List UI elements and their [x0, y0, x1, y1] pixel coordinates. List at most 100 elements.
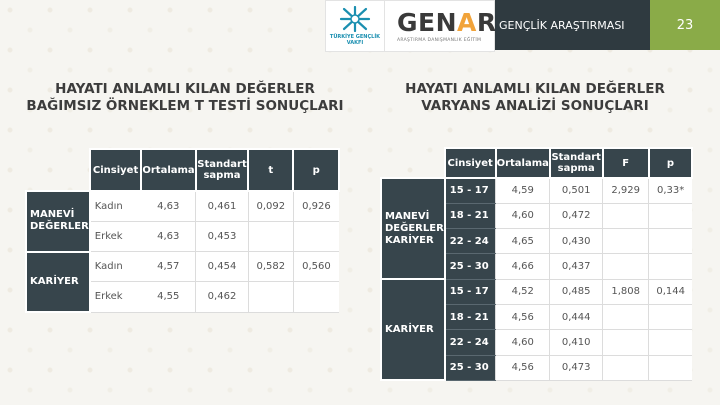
left-title: HAYATI ANLAMLI KILAN DEĞERLER BAĞIMSIZ Ö…	[20, 81, 350, 115]
table-row: Erkek 4,63 0,453	[26, 221, 339, 253]
cell-f	[601, 253, 649, 280]
cell-t	[247, 281, 294, 313]
cell-mean: 4,56	[495, 355, 550, 381]
table-row: 22 - 24 4,60 0,410	[381, 329, 692, 356]
row-label: Erkek	[89, 221, 142, 253]
cell-sd: 0,485	[549, 279, 603, 305]
table-row: 18 - 21 4,60 0,472	[381, 203, 692, 230]
cell-sd: 0,430	[549, 228, 603, 255]
cell-p: 0,33*	[648, 178, 692, 204]
cell-p	[648, 203, 692, 230]
cell-p	[648, 355, 692, 381]
cell-mean: 4,65	[495, 228, 550, 255]
cell-p	[648, 228, 692, 255]
table-row: 18 - 21 4,56 0,444	[381, 304, 692, 331]
cell-sd: 0,472	[549, 203, 603, 230]
table-row: KARİYER Kadın 4,57 0,454 0,582 0,560	[25, 250, 339, 313]
age-range: 18 - 21	[444, 304, 496, 331]
right-title-line1: HAYATI ANLAMLI KILAN DEĞERLER	[405, 81, 665, 97]
genar-wordmark: GENAR	[397, 7, 497, 37]
genar-tagline: ARAŞTIRMA DANIŞMANLIK EĞİTİM	[397, 37, 482, 43]
cell-mean: 4,63	[141, 191, 196, 222]
right-title: HAYATI ANLAMLI KILAN DEĞERLER VARYANS AN…	[385, 81, 685, 115]
col-header: Cinsiyet	[88, 148, 143, 192]
table-row: 25 - 30 4,66 0,437	[381, 253, 692, 280]
cell-p: 0,144	[648, 279, 692, 305]
col-header: Ortalama	[494, 147, 551, 179]
cell-sd: 0,410	[549, 329, 603, 356]
cell-mean: 4,66	[495, 253, 550, 280]
age-range: 15 - 17	[444, 178, 496, 204]
group-label: MANEVİ DEĞERLER	[25, 190, 91, 253]
col-header: p	[647, 147, 694, 179]
age-range: 15 - 17	[444, 279, 496, 305]
section-title: GENÇLİK ARAŞTIRMASI	[499, 18, 625, 32]
age-range: 25 - 30	[444, 355, 496, 381]
age-range: 25 - 30	[444, 253, 496, 280]
cell-f	[601, 228, 649, 255]
table-row: KARİYER 15 - 17 4,52 0,485 1,808 0,144	[380, 278, 692, 382]
logo1-text: TÜRKİYE GENÇLİK VAKFI	[329, 34, 381, 46]
age-range: 22 - 24	[444, 329, 496, 356]
left-title-line1: HAYATI ANLAMLI KILAN DEĞERLER	[55, 81, 315, 97]
col-header: p	[292, 148, 340, 192]
cell-t: 0,582	[247, 251, 294, 283]
right-title-line2: VARYANS ANALİZİ SONUÇLARI	[421, 98, 649, 114]
cell-mean: 4,63	[141, 221, 196, 253]
cell-mean: 4,56	[495, 304, 550, 331]
row-label: Erkek	[89, 281, 142, 313]
cell-sd: 0,454	[195, 251, 249, 283]
cell-sd: 0,453	[195, 221, 249, 253]
cell-f	[601, 304, 649, 331]
cell-sd: 0,501	[549, 178, 603, 204]
table-row: 22 - 24 4,65 0,430	[381, 228, 692, 255]
col-header: Standart sapma	[194, 148, 250, 192]
cell-mean: 4,60	[495, 329, 550, 356]
age-range: 18 - 21	[444, 203, 496, 230]
cell-mean: 4,55	[141, 281, 196, 313]
col-header: t	[247, 148, 295, 192]
cell-t	[247, 221, 294, 253]
cell-sd: 0,461	[195, 191, 249, 222]
table-corner	[26, 149, 90, 191]
cell-sd: 0,473	[549, 355, 603, 381]
cell-p	[648, 253, 692, 280]
cell-mean: 4,57	[141, 251, 196, 283]
table-row: MANEVİ DEĞERLER Kadın 4,63 0,461 0,092 0…	[25, 190, 339, 253]
col-header: Ortalama	[140, 148, 197, 192]
cell-sd: 0,462	[195, 281, 249, 313]
cell-f	[601, 329, 649, 356]
table-row: 25 - 30 4,56 0,473	[381, 355, 692, 381]
cell-sd: 0,444	[549, 304, 603, 331]
genclik-vakfi-logo: TÜRKİYE GENÇLİK VAKFI	[325, 0, 385, 52]
col-header: Standart sapma	[548, 147, 604, 179]
table-row: MANEVİ DEĞERLER KARİYER 15 - 17 4,59 0,5…	[380, 176, 692, 281]
age-range: 22 - 24	[444, 228, 496, 255]
genar-logo: GENAR ARAŞTIRMA DANIŞMANLIK EĞİTİM	[385, 0, 497, 52]
cell-t: 0,092	[247, 191, 294, 222]
group-label: KARİYER	[380, 278, 446, 382]
cell-p	[648, 329, 692, 356]
col-header: Cinsiyet	[443, 147, 497, 179]
left-title-line2: BAĞIMSIZ ÖRNEKLEM T TESTİ SONUÇLARI	[26, 98, 344, 114]
table-row: Erkek 4,55 0,462	[26, 281, 339, 313]
cell-p: 0,926	[292, 191, 339, 222]
page-number: 23	[650, 0, 720, 50]
row-label: Kadın	[89, 251, 142, 283]
cell-f	[601, 203, 649, 230]
anova-table: Cinsiyet Ortalama Standart sapma F p MAN…	[380, 147, 694, 382]
table-corner	[381, 148, 445, 178]
cell-mean: 4,59	[495, 178, 550, 204]
t-test-table: Cinsiyet Ortalama Standart sapma t p MAN…	[25, 148, 340, 313]
star-emblem-icon	[339, 6, 371, 32]
row-label: Kadın	[89, 191, 142, 222]
cell-mean: 4,52	[495, 279, 550, 305]
section-title-bar: GENÇLİK ARAŞTIRMASI	[495, 0, 650, 50]
cell-p	[292, 221, 339, 253]
cell-p: 0,560	[292, 251, 339, 283]
cell-f	[601, 355, 649, 381]
cell-f: 1,808	[601, 279, 649, 305]
col-header: F	[601, 147, 650, 179]
cell-p	[648, 304, 692, 331]
cell-sd: 0,437	[549, 253, 603, 280]
